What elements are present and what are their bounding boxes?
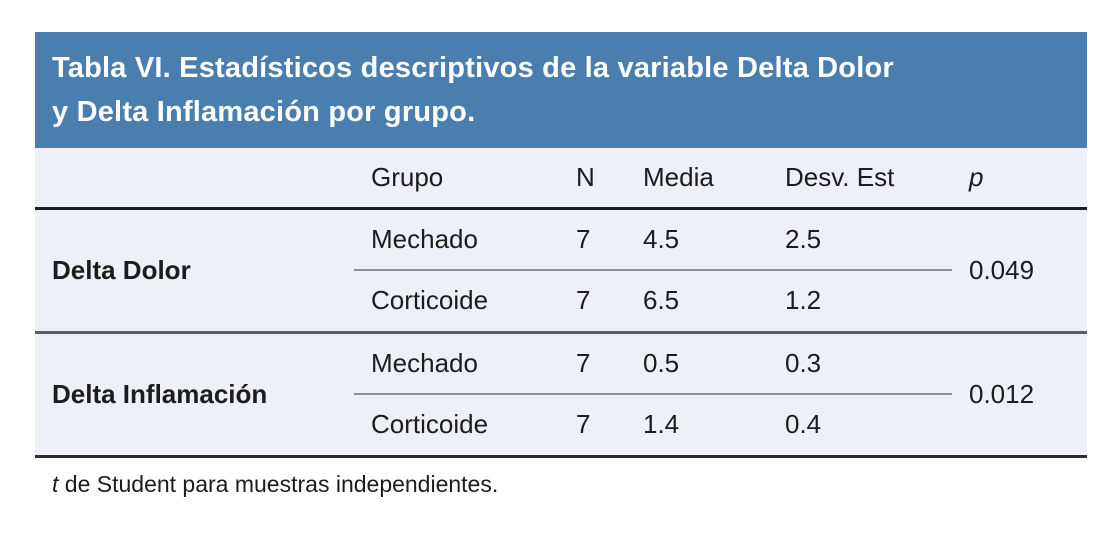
cell-grupo: Mechado xyxy=(354,332,559,395)
col-header-media: Media xyxy=(626,148,768,210)
cell-media: 6.5 xyxy=(626,270,768,334)
cell-n: 7 xyxy=(559,332,626,395)
col-header-n: N xyxy=(559,148,626,210)
table-row: Delta Dolor Mechado 7 4.5 2.5 0.049 xyxy=(35,208,1087,334)
col-header-grupo: Grupo xyxy=(354,148,559,210)
table-row: Corticoide 7 1.4 0.4 xyxy=(35,394,1087,458)
cell-media: 4.5 xyxy=(626,208,768,271)
table-row: Corticoide 7 6.5 1.2 xyxy=(35,270,1087,334)
cell-grupo: Mechado xyxy=(354,208,559,271)
col-header-desv-est: Desv. Est xyxy=(768,148,952,210)
col-header-p: p xyxy=(952,148,1087,210)
cell-grupo: Corticoide xyxy=(354,394,559,458)
col-header-variable-empty xyxy=(35,148,354,210)
footnote-stat-symbol: t xyxy=(52,470,59,497)
cell-n: 7 xyxy=(559,270,626,334)
table-title-line-1: Tabla VI. Estadísticos descriptivos de l… xyxy=(52,52,894,84)
cell-desv: 0.3 xyxy=(768,332,952,395)
cell-grupo: Corticoide xyxy=(354,270,559,334)
cell-n: 7 xyxy=(559,394,626,458)
table-title-bar: Tabla VI. Estadísticos descriptivos de l… xyxy=(35,32,1087,148)
table-title-line-2: y Delta Inflamación por grupo. xyxy=(52,96,476,128)
stats-table: Grupo N Media Desv. Est p Delta Dolor Me… xyxy=(35,148,1087,458)
row-label-delta-inflamacion: Delta Inflamación xyxy=(35,332,354,458)
cell-desv: 0.4 xyxy=(768,394,952,458)
row-label-delta-dolor: Delta Dolor xyxy=(35,208,354,334)
cell-media: 1.4 xyxy=(626,394,768,458)
table-card: Tabla VI. Estadísticos descriptivos de l… xyxy=(35,32,1087,498)
table-row: Delta Inflamación Mechado 7 0.5 0.3 0.01… xyxy=(35,332,1087,458)
footnote: t de Student para muestras independiente… xyxy=(35,471,1087,498)
cell-n: 7 xyxy=(559,208,626,271)
cell-p-value: 0.049 xyxy=(952,208,1087,334)
cell-desv: 2.5 xyxy=(768,208,952,271)
footnote-text: de Student para muestras independientes. xyxy=(58,470,499,497)
cell-desv: 1.2 xyxy=(768,270,952,334)
header-row: Grupo N Media Desv. Est p xyxy=(35,148,1087,210)
cell-media: 0.5 xyxy=(626,332,768,395)
cell-p-value: 0.012 xyxy=(952,332,1087,458)
